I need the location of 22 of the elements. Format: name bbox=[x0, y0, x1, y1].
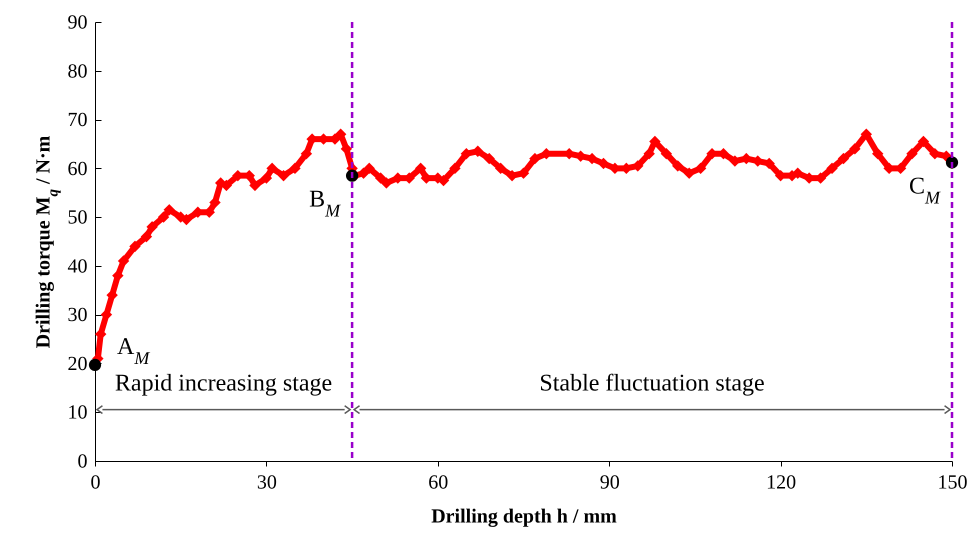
y-tick-label: 0 bbox=[78, 450, 88, 472]
annotation: C$_{M}$ bbox=[908, 173, 941, 208]
y-tick-label: 30 bbox=[68, 304, 88, 326]
y-tick-label: 90 bbox=[68, 12, 88, 34]
y-tick-label: 80 bbox=[68, 60, 88, 82]
point bbox=[88, 358, 102, 372]
y-tick-label: 50 bbox=[68, 206, 88, 229]
x-tick-label: 90 bbox=[600, 472, 620, 494]
annotation: Rapid increasing stage bbox=[114, 370, 332, 397]
annotation: Stable fluctuation stage bbox=[539, 370, 765, 397]
x-tick-label: 120 bbox=[766, 472, 796, 494]
y-tick-label: 60 bbox=[68, 158, 88, 180]
y-tick-label: 20 bbox=[68, 352, 88, 375]
y-tick-label: 70 bbox=[68, 109, 88, 132]
y-tick-label: 40 bbox=[68, 255, 88, 278]
annotation: A$_{M}$ bbox=[117, 334, 150, 368]
annotation: B$_{M}$ bbox=[309, 186, 342, 221]
x-tick-label: 60 bbox=[428, 472, 448, 494]
x-axis-title: Drilling depth h / mm bbox=[431, 506, 618, 528]
x-tick-label: 30 bbox=[256, 472, 277, 494]
x-tick-label: 150 bbox=[938, 472, 968, 494]
y-tick-label: 10 bbox=[68, 402, 88, 424]
